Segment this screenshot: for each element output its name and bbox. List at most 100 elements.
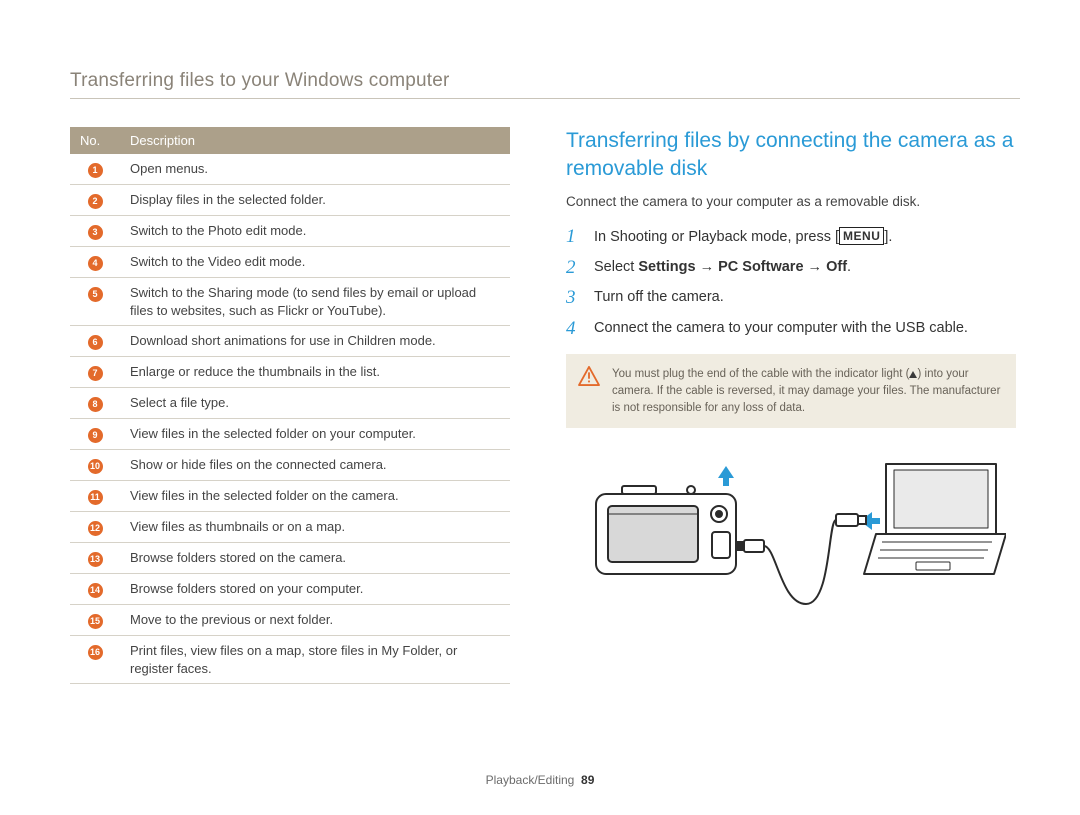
table-row: 2 Display files in the selected folder. <box>70 185 510 216</box>
section-subtext: Connect the camera to your computer as a… <box>566 194 1016 209</box>
row-description-cell: Select a file type. <box>120 388 510 419</box>
number-badge: 10 <box>88 459 103 474</box>
th-no: No. <box>70 127 120 154</box>
laptop-icon <box>860 464 1006 574</box>
page-title: Transferring files to your Windows compu… <box>70 70 1020 92</box>
table-row: 1 Open menus. <box>70 154 510 185</box>
row-description-cell: Open menus. <box>120 154 510 185</box>
table-row: 8 Select a file type. <box>70 388 510 419</box>
table-row: 11 View files in the selected folder on t… <box>70 481 510 512</box>
row-number-cell: 12 <box>70 512 120 543</box>
number-badge: 13 <box>88 552 103 567</box>
manual-page: Transferring files to your Windows compu… <box>0 0 1080 815</box>
row-number-cell: 9 <box>70 419 120 450</box>
number-badge: 5 <box>88 287 103 302</box>
row-description-cell: Display files in the selected folder. <box>120 185 510 216</box>
section-heading: Transferring files by connecting the cam… <box>566 127 1016 184</box>
table-row: 4 Switch to the Video edit mode. <box>70 247 510 278</box>
table-row: 3 Switch to the Photo edit mode. <box>70 216 510 247</box>
number-badge: 7 <box>88 366 103 381</box>
row-number-cell: 2 <box>70 185 120 216</box>
footer-section: Playback/Editing <box>486 773 575 787</box>
table-row: 15 Move to the previous or next folder. <box>70 605 510 636</box>
table-row: 13Browse folders stored on the camera. <box>70 543 510 574</box>
number-badge: 6 <box>88 335 103 350</box>
row-description-cell: Browse folders stored on your computer. <box>120 574 510 605</box>
step-text: In Shooting or Playback mode, press [MEN… <box>594 227 892 248</box>
page-footer: Playback/Editing 89 <box>0 773 1080 787</box>
number-badge: 2 <box>88 194 103 209</box>
row-number-cell: 11 <box>70 481 120 512</box>
row-number-cell: 1 <box>70 154 120 185</box>
table-header-row: No. Description <box>70 127 510 154</box>
number-badge: 4 <box>88 256 103 271</box>
steps-list: 1 In Shooting or Playback mode, press [M… <box>566 227 1016 341</box>
description-table: No. Description 1 Open menus. 2 Display fil… <box>70 127 510 684</box>
step-1: 1 In Shooting or Playback mode, press [M… <box>566 227 1016 248</box>
row-number-cell: 5 <box>70 278 120 326</box>
row-description-cell: View files in the selected folder on you… <box>120 419 510 450</box>
usb-cable-icon <box>736 514 866 604</box>
step-text: Connect the camera to your computer with… <box>594 319 968 340</box>
number-badge: 16 <box>88 645 103 660</box>
row-description-cell: Enlarge or reduce the thumbnails in the … <box>120 357 510 388</box>
table-row: 9 View files in the selected folder on yo… <box>70 419 510 450</box>
step-text: Turn off the camera. <box>594 288 724 309</box>
two-column-layout: No. Description 1 Open menus. 2 Display fil… <box>70 127 1020 684</box>
menu-button-label: MENU <box>839 227 884 245</box>
number-badge: 8 <box>88 397 103 412</box>
title-rule <box>70 98 1020 99</box>
row-description-cell: Move to the previous or next folder. <box>120 605 510 636</box>
number-badge: 3 <box>88 225 103 240</box>
row-number-cell: 7 <box>70 357 120 388</box>
number-badge: 11 <box>88 490 103 505</box>
note-text: You must plug the end of the cable with … <box>612 368 1000 413</box>
row-number-cell: 4 <box>70 247 120 278</box>
table-row: 12 View files as thumbnails or on a map. <box>70 512 510 543</box>
step-number: 2 <box>566 258 582 279</box>
th-description: Description <box>120 127 510 154</box>
step-4: 4 Connect the camera to your computer wi… <box>566 319 1016 340</box>
row-description-cell: Switch to the Sharing mode (to send file… <box>120 278 510 326</box>
row-number-cell: 14 <box>70 574 120 605</box>
page-number: 89 <box>581 773 594 787</box>
row-number-cell: 15 <box>70 605 120 636</box>
row-number-cell: 8 <box>70 388 120 419</box>
table-row: 14 Browse folders stored on your computer… <box>70 574 510 605</box>
number-badge: 15 <box>88 614 103 629</box>
table-row: 6 Download short animations for use in Ch… <box>70 326 510 357</box>
row-description-cell: View files as thumbnails or on a map. <box>120 512 510 543</box>
step-number: 3 <box>566 288 582 309</box>
row-number-cell: 16 <box>70 636 120 684</box>
step-3: 3 Turn off the camera. <box>566 288 1016 309</box>
table-row: 16 Print files, view files on a map, stor… <box>70 636 510 684</box>
row-description-cell: Download short animations for use in Chi… <box>120 326 510 357</box>
step-text: Select Settings → PC Software → Off. <box>594 258 851 279</box>
number-badge: 12 <box>88 521 103 536</box>
right-column: Transferring files by connecting the cam… <box>566 127 1016 684</box>
left-column: No. Description 1 Open menus. 2 Display fil… <box>70 127 510 684</box>
table-row: 5 Switch to the Sharing mode (to send fil… <box>70 278 510 326</box>
row-number-cell: 3 <box>70 216 120 247</box>
caution-note: You must plug the end of the cable with … <box>566 354 1016 428</box>
row-description-cell: Switch to the Photo edit mode. <box>120 216 510 247</box>
camera-to-laptop-svg <box>576 454 1006 624</box>
row-number-cell: 6 <box>70 326 120 357</box>
number-badge: 14 <box>88 583 103 598</box>
table-row: 7 Enlarge or reduce the thumbnails in the… <box>70 357 510 388</box>
connection-illustration <box>566 454 1016 624</box>
table-row: 10 Show or hide files on the connected ca… <box>70 450 510 481</box>
row-description-cell: View files in the selected folder on the… <box>120 481 510 512</box>
warning-icon <box>578 366 600 386</box>
step-2: 2 Select Settings → PC Software → Off. <box>566 258 1016 279</box>
step-number: 4 <box>566 319 582 340</box>
camera-icon <box>596 466 736 574</box>
step-number: 1 <box>566 227 582 248</box>
row-number-cell: 10 <box>70 450 120 481</box>
row-description-cell: Show or hide files on the connected came… <box>120 450 510 481</box>
number-badge: 1 <box>88 163 103 178</box>
row-description-cell: Switch to the Video edit mode. <box>120 247 510 278</box>
row-description-cell: Print files, view files on a map, store … <box>120 636 510 684</box>
row-number-cell: 13 <box>70 543 120 574</box>
number-badge: 9 <box>88 428 103 443</box>
